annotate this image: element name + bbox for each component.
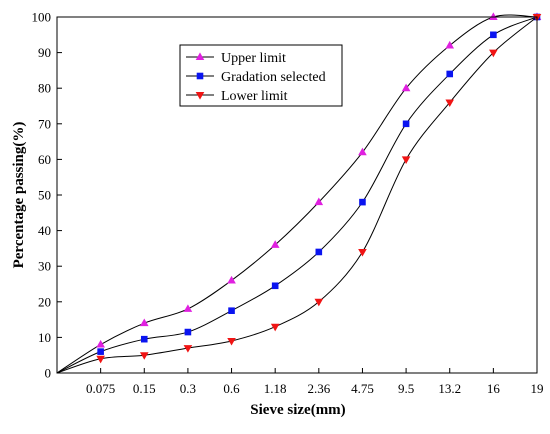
data-point-2-6	[315, 248, 323, 256]
data-point-3-8	[401, 156, 411, 164]
legend-label-1: Upper limit	[221, 51, 286, 66]
data-point-3-1	[96, 355, 105, 364]
x-tick-label: 0.15	[133, 381, 156, 396]
legend-marker-3	[195, 92, 205, 100]
x-tick-label: 0.3	[180, 381, 196, 396]
x-tick-label: 1.18	[264, 381, 287, 396]
y-tick-label: 30	[38, 259, 51, 274]
data-point-1-8	[401, 83, 411, 92]
x-axis-title: Sieve size(mm)	[250, 402, 345, 418]
data-point-3-3	[183, 345, 193, 353]
data-point-2-5	[271, 282, 279, 290]
data-point-3-2	[139, 352, 149, 360]
data-point-1-1	[96, 339, 105, 348]
x-tick-label: 0.6	[223, 381, 240, 396]
x-tick-label: 19	[531, 381, 544, 396]
data-point-2-2	[140, 335, 148, 343]
data-point-1-3	[183, 304, 193, 312]
data-point-2-1	[97, 348, 104, 355]
x-tick-label: 16	[487, 381, 501, 396]
legend-label-3: Lower limit	[221, 89, 288, 104]
data-point-3-5	[270, 323, 280, 332]
data-point-3-9	[445, 99, 455, 108]
data-point-2-9	[446, 70, 454, 78]
y-tick-label: 70	[38, 116, 51, 131]
y-tick-label: 20	[38, 294, 51, 309]
data-point-1-10	[489, 12, 498, 20]
legend-label-2: Gradation selected	[221, 70, 326, 85]
data-point-2-4	[228, 307, 235, 314]
data-point-2-7	[359, 198, 366, 206]
data-point-1-7	[358, 147, 367, 156]
y-tick-label: 0	[45, 366, 52, 381]
legend-marker-1	[195, 52, 205, 60]
data-point-3-4	[227, 337, 236, 346]
y-tick-label: 50	[38, 188, 51, 203]
plot-layer	[56, 12, 542, 374]
data-point-3-7	[358, 248, 367, 257]
y-tick-label: 80	[38, 81, 51, 96]
y-tick-label: 40	[38, 223, 51, 238]
data-point-3-10	[489, 49, 498, 58]
x-tick-label: 9.5	[398, 381, 414, 396]
data-point-3-6	[314, 298, 324, 307]
legend: Upper limit Gradation selected Lower limit	[179, 44, 343, 107]
y-tick-label: 100	[32, 10, 52, 25]
legend-marker-2	[196, 72, 204, 80]
data-point-1-5	[270, 240, 280, 248]
y-tick-label: 10	[38, 330, 51, 345]
x-tick-label: 4.75	[351, 381, 374, 396]
data-point-1-4	[227, 275, 236, 284]
y-axis-title: Percentage passing(%)	[11, 122, 27, 269]
x-tick-label: 13.2	[438, 381, 461, 396]
y-tick-label: 90	[38, 45, 51, 60]
data-point-2-3	[184, 328, 192, 336]
x-tick-label: 2.36	[307, 381, 330, 396]
data-point-2-10	[490, 31, 497, 39]
data-point-2-8	[402, 120, 410, 128]
data-point-1-6	[314, 197, 324, 206]
data-point-1-9	[445, 40, 455, 49]
data-point-1-2	[139, 318, 149, 327]
x-tick-label: 0.075	[86, 381, 115, 396]
y-tick-label: 60	[38, 152, 51, 167]
axis-layer: 0 10 20 30 40 50 60 70 80 90 100 0.075 0.15 0.3 0.6 1.1…	[32, 10, 544, 397]
